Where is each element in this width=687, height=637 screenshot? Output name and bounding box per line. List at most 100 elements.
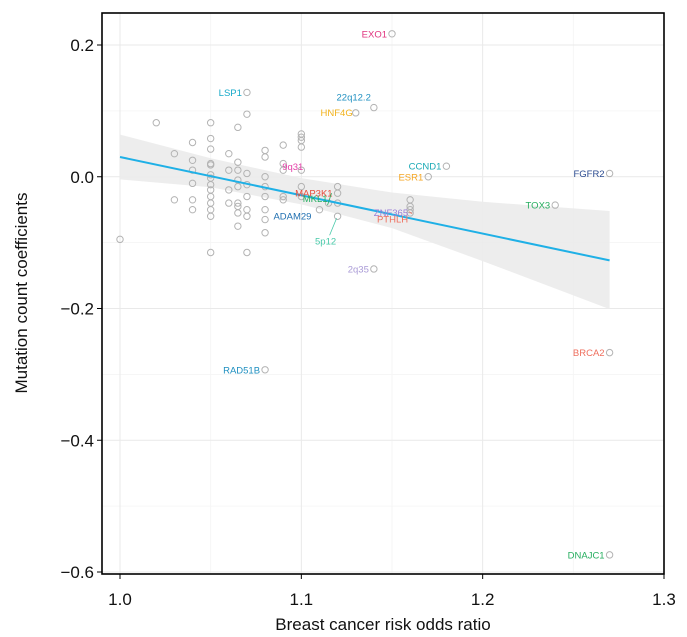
x-tick-label: 1.1	[290, 590, 314, 609]
point-label: CCND1	[409, 162, 442, 173]
y-axis-ticks: 0.2 0.0 −0.2 −0.4 −0.6	[60, 36, 102, 582]
data-point	[243, 169, 251, 178]
data-point	[297, 166, 306, 174]
data-point	[297, 182, 306, 191]
data-point	[261, 205, 269, 214]
data-point	[206, 145, 215, 153]
data-point	[206, 161, 215, 169]
data-point	[551, 201, 559, 209]
data-point	[297, 133, 306, 141]
data-point	[261, 215, 269, 224]
data-point	[234, 123, 242, 132]
data-points	[116, 30, 614, 559]
data-point	[406, 209, 414, 217]
point-label: PTHLH	[377, 215, 408, 226]
data-point	[225, 166, 233, 174]
data-point	[261, 153, 269, 161]
data-point	[261, 229, 269, 237]
data-point	[188, 156, 197, 164]
y-tick-label: −0.2	[60, 300, 94, 319]
data-point	[279, 196, 287, 204]
data-point	[605, 169, 614, 178]
y-tick-label: −0.4	[60, 431, 94, 450]
point-label: 9q31	[282, 162, 303, 173]
data-point	[261, 173, 269, 181]
data-point	[279, 166, 287, 174]
point-label: HNF4G	[321, 108, 353, 119]
data-point	[116, 235, 124, 244]
data-point	[370, 265, 378, 273]
data-point	[170, 149, 179, 158]
data-point	[279, 192, 287, 201]
point-label: ZNF365	[374, 208, 408, 219]
data-point	[243, 88, 251, 97]
data-point	[234, 182, 242, 191]
data-point	[206, 212, 215, 220]
point-label: MKL1	[303, 194, 328, 205]
y-axis-title: Mutation count coefficients	[12, 193, 31, 394]
data-point	[370, 103, 378, 112]
data-point	[388, 30, 396, 38]
data-point	[234, 199, 242, 207]
data-point	[206, 248, 215, 257]
data-point	[261, 192, 269, 201]
data-point	[234, 158, 242, 166]
leader-line	[408, 211, 413, 215]
data-point	[225, 186, 233, 194]
point-label: LSP1	[219, 88, 242, 99]
data-point	[333, 212, 342, 220]
y-tick-label: 0.2	[70, 36, 94, 55]
data-point	[234, 222, 242, 230]
data-point	[243, 248, 251, 257]
point-label: 2q35	[348, 264, 369, 275]
plot-border	[101, 12, 665, 575]
x-tick-label: 1.3	[652, 590, 676, 609]
point-label: ADAM29	[273, 212, 311, 223]
point-label: FGFR2	[573, 169, 604, 180]
point-label: ESR1	[398, 172, 423, 183]
leader-line	[329, 218, 337, 236]
data-point	[234, 166, 242, 174]
data-point	[297, 143, 306, 151]
data-point	[605, 348, 614, 357]
data-point	[225, 149, 233, 158]
data-point	[315, 205, 324, 214]
point-label: 22q12.2	[337, 93, 371, 104]
data-point	[424, 173, 432, 181]
confidence-band	[120, 134, 610, 310]
point-label: TOX3	[526, 201, 551, 212]
data-point	[225, 199, 233, 207]
data-point	[188, 179, 197, 188]
data-point	[279, 141, 287, 149]
data-point	[188, 166, 197, 174]
data-point	[605, 551, 614, 559]
y-tick-label: −0.6	[60, 563, 94, 582]
data-point	[243, 212, 251, 220]
data-point	[243, 192, 251, 201]
point-label: BRCA2	[573, 348, 605, 359]
data-point	[442, 162, 451, 170]
data-point	[352, 109, 360, 117]
trend-line	[119, 156, 610, 262]
data-point	[406, 205, 414, 214]
data-point	[170, 196, 179, 204]
point-label: MAP3K1	[295, 189, 333, 200]
data-point	[261, 366, 269, 374]
x-axis-title: Breast cancer risk odds ratio	[275, 615, 490, 634]
data-point	[243, 110, 251, 118]
data-point	[188, 196, 197, 204]
data-point	[333, 189, 342, 197]
data-point	[234, 209, 242, 217]
x-axis-ticks: 1.0 1.1 1.2 1.3	[108, 574, 676, 609]
data-point	[206, 134, 215, 143]
point-label: DNAJC1	[568, 550, 605, 561]
leader-line	[327, 192, 332, 206]
y-tick-label: 0.0	[70, 168, 94, 187]
data-point	[206, 180, 215, 189]
x-tick-label: 1.0	[108, 590, 132, 609]
x-tick-label: 1.2	[471, 590, 495, 609]
data-point	[188, 138, 197, 147]
data-point	[206, 119, 215, 127]
